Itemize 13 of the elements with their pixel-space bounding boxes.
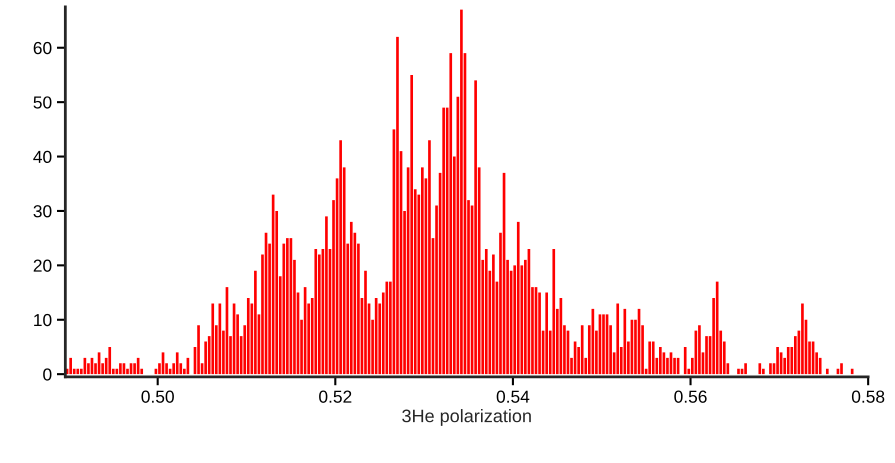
x-tick-label: 0.58 (852, 390, 884, 403)
x-tick-label: 0.56 (674, 390, 707, 403)
y-tick-label: 10 (34, 314, 52, 326)
x-tick-label: 0.52 (319, 390, 352, 403)
y-tick-label: 40 (33, 150, 52, 164)
x-tick-label: 0.50 (141, 390, 174, 403)
x-axis-title: 3He polarization (402, 409, 531, 426)
y-tick-label: 0 (43, 368, 52, 381)
y-tick-label: 60 (34, 42, 52, 54)
y-tick-label: 30 (33, 205, 52, 218)
y-tick-label: 20 (34, 260, 52, 272)
x-tick-label: 0.54 (496, 390, 530, 403)
y-tick-label: 50 (34, 96, 52, 109)
